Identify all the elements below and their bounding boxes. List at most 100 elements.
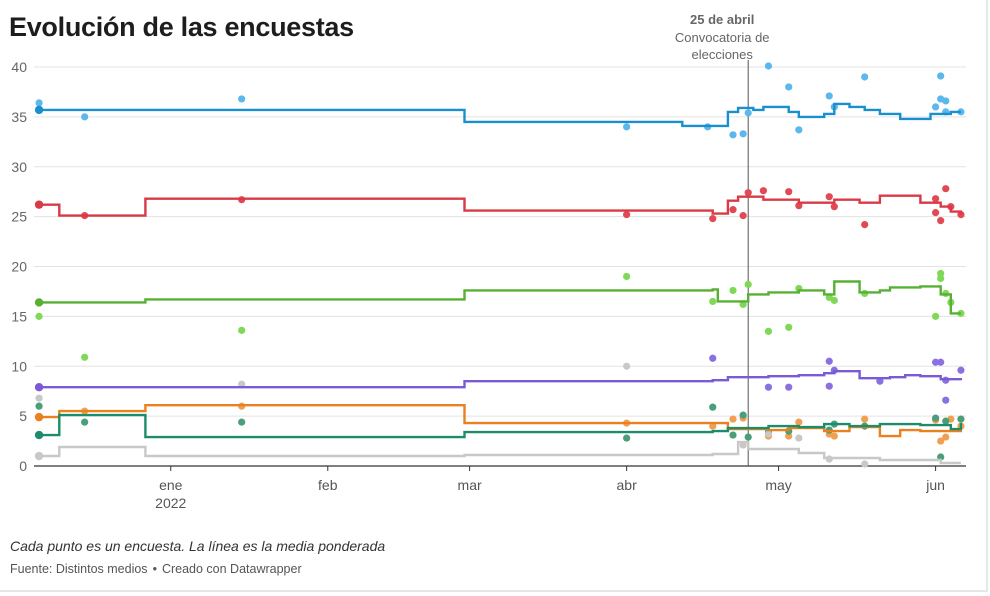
series-2-point-8: [759, 187, 767, 195]
series-1-start-marker: [34, 105, 44, 115]
y-tick-label-40: 40: [11, 59, 27, 75]
series-6-point-3: [238, 418, 246, 426]
series-5-point-8: [785, 432, 793, 440]
x-tick-label-abr: abr: [617, 477, 638, 493]
annotation-title: 25 de abril: [690, 12, 754, 27]
series-7-line: [39, 440, 961, 465]
series-1-point-1: [81, 113, 89, 121]
series-5-start-marker: [34, 412, 44, 422]
series-2-point-16: [937, 217, 945, 225]
series-1-point-17: [942, 97, 950, 105]
series-3-point-8: [764, 327, 773, 335]
series-4-point-4: [825, 382, 833, 390]
chart-note: Cada punto es un encuesta. La línea es l…: [10, 538, 386, 554]
series-4-point-11: [942, 396, 950, 404]
series-7-point-3: [623, 362, 631, 370]
series-7-point-5: [764, 430, 773, 438]
series-2: [35, 185, 965, 229]
series-1-point-11: [825, 92, 833, 100]
annotation-line1: Convocatoria de: [675, 30, 770, 45]
series-3-point-15: [937, 269, 945, 278]
series-4-point-12: [957, 366, 965, 374]
x-tick-label-mar: mar: [458, 477, 482, 493]
series-5-point-14: [937, 437, 945, 445]
series-4-point-5: [825, 357, 833, 365]
series-2-point-17: [942, 185, 950, 193]
y-tick-label-20: 20: [11, 259, 27, 275]
series-5-point-9: [795, 418, 803, 426]
series-2-point-15: [932, 209, 940, 217]
series-6-start-marker: [34, 430, 44, 440]
series-7-start-marker: [34, 451, 44, 461]
series-3-line: [39, 280, 961, 315]
series-5-point-5: [729, 415, 737, 423]
series-5-point-12: [861, 415, 869, 423]
series-6-point-4: [623, 434, 631, 442]
source-text: Fuente: Distintos medios: [10, 562, 148, 576]
series-4-point-2: [764, 383, 773, 391]
chart-source: Fuente: Distintos medios • Creado con Data…: [10, 562, 302, 576]
series-4-point-7: [876, 377, 884, 385]
series-3-point-5: [729, 286, 737, 295]
series-5-point-11: [830, 432, 838, 440]
chart-title: Evolución de las encuestas: [9, 12, 354, 42]
series-6-point-7: [739, 411, 747, 419]
series-2-point-19: [957, 211, 965, 219]
grid-layer: [34, 66, 966, 417]
series-3-point-19: [957, 309, 965, 317]
y-tick-label-0: 0: [19, 458, 27, 474]
x-tick-sublabel-2022: 2022: [155, 495, 186, 511]
x-tick-label-ene: ene: [159, 477, 183, 493]
series-3-point-0: [35, 312, 43, 320]
series-1-point-2: [238, 95, 246, 103]
y-tick-label-15: 15: [11, 308, 27, 324]
series-3-point-4: [709, 297, 717, 306]
series-1-point-9: [785, 83, 793, 91]
y-tick-label-35: 35: [11, 109, 27, 125]
series-7-point-0: [35, 394, 43, 402]
series-2-line: [39, 194, 963, 217]
series-3-point-16: [937, 274, 945, 283]
series-2-point-11: [825, 193, 833, 201]
series-1-point-5: [729, 131, 737, 139]
series-3-point-6: [739, 300, 747, 309]
series-3-point-14: [932, 312, 940, 320]
series-1-point-13: [861, 73, 869, 81]
series-4: [35, 354, 965, 404]
series-2-point-6: [739, 212, 747, 220]
y-tick-label-25: 25: [11, 209, 27, 225]
series-4-point-1: [709, 354, 717, 362]
series-1-point-10: [795, 126, 803, 134]
series-2-point-4: [709, 215, 717, 223]
series-2-point-5: [729, 206, 737, 214]
series-6-point-17: [957, 415, 965, 423]
series-2-point-7: [744, 189, 752, 197]
series-7-point-6: [795, 434, 803, 442]
source-separator: •: [152, 562, 157, 576]
y-tick-label-30: 30: [11, 159, 27, 175]
series-4-point-9: [937, 358, 945, 366]
source-credit: Creado con Datawrapper: [161, 562, 302, 576]
series-2-point-9: [785, 188, 793, 196]
series-5-point-15: [942, 433, 950, 441]
y-tick-label-5: 5: [19, 408, 27, 424]
series-4-point-3: [785, 383, 793, 391]
series-4-line: [39, 370, 963, 389]
series-2-point-13: [861, 221, 869, 229]
series-1-point-6: [739, 130, 747, 138]
series-3: [35, 269, 965, 361]
series-6-point-5: [709, 403, 717, 411]
series-1-point-14: [932, 103, 940, 111]
series-3-point-7: [744, 280, 752, 289]
series-layer: [34, 62, 965, 468]
series-1-line: [39, 102, 961, 128]
series-2-start-marker: [34, 200, 44, 209]
series-3-point-2: [238, 326, 246, 334]
series-1-point-8: [764, 62, 773, 70]
series-3-start-marker: [34, 298, 44, 307]
series-4-point-8: [932, 358, 940, 366]
series-6-point-6: [729, 431, 737, 439]
series-3-point-3: [623, 272, 631, 281]
